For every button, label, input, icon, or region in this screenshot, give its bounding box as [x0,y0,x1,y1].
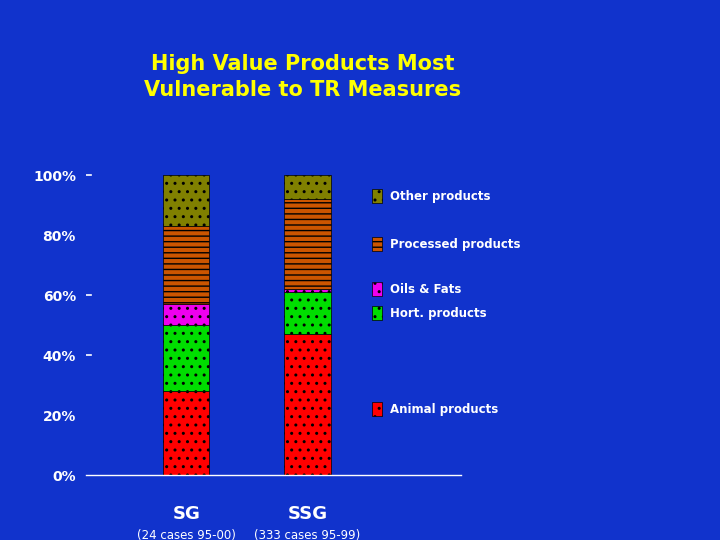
Text: Oils & Fats: Oils & Fats [390,283,461,296]
Text: Processed products: Processed products [390,238,520,251]
Bar [284,199,330,289]
Bar [163,304,210,325]
Bar [284,334,330,475]
Text: SG: SG [172,505,200,523]
Bar [163,325,210,391]
Text: (24 cases 95-00): (24 cases 95-00) [137,529,235,540]
Bar [163,391,210,475]
Text: High Value Products Most
Vulnerable to TR Measures: High Value Products Most Vulnerable to T… [144,54,461,100]
Text: (333 cases 95-99): (333 cases 95-99) [254,529,361,540]
Bar [163,226,210,304]
Bar [163,175,210,226]
Text: Hort. products: Hort. products [390,307,486,320]
Bar [284,175,330,199]
Text: Other products: Other products [390,190,490,202]
Text: SSG: SSG [287,505,328,523]
Bar [284,292,330,334]
Text: Animal products: Animal products [390,403,498,416]
Bar [284,289,330,292]
